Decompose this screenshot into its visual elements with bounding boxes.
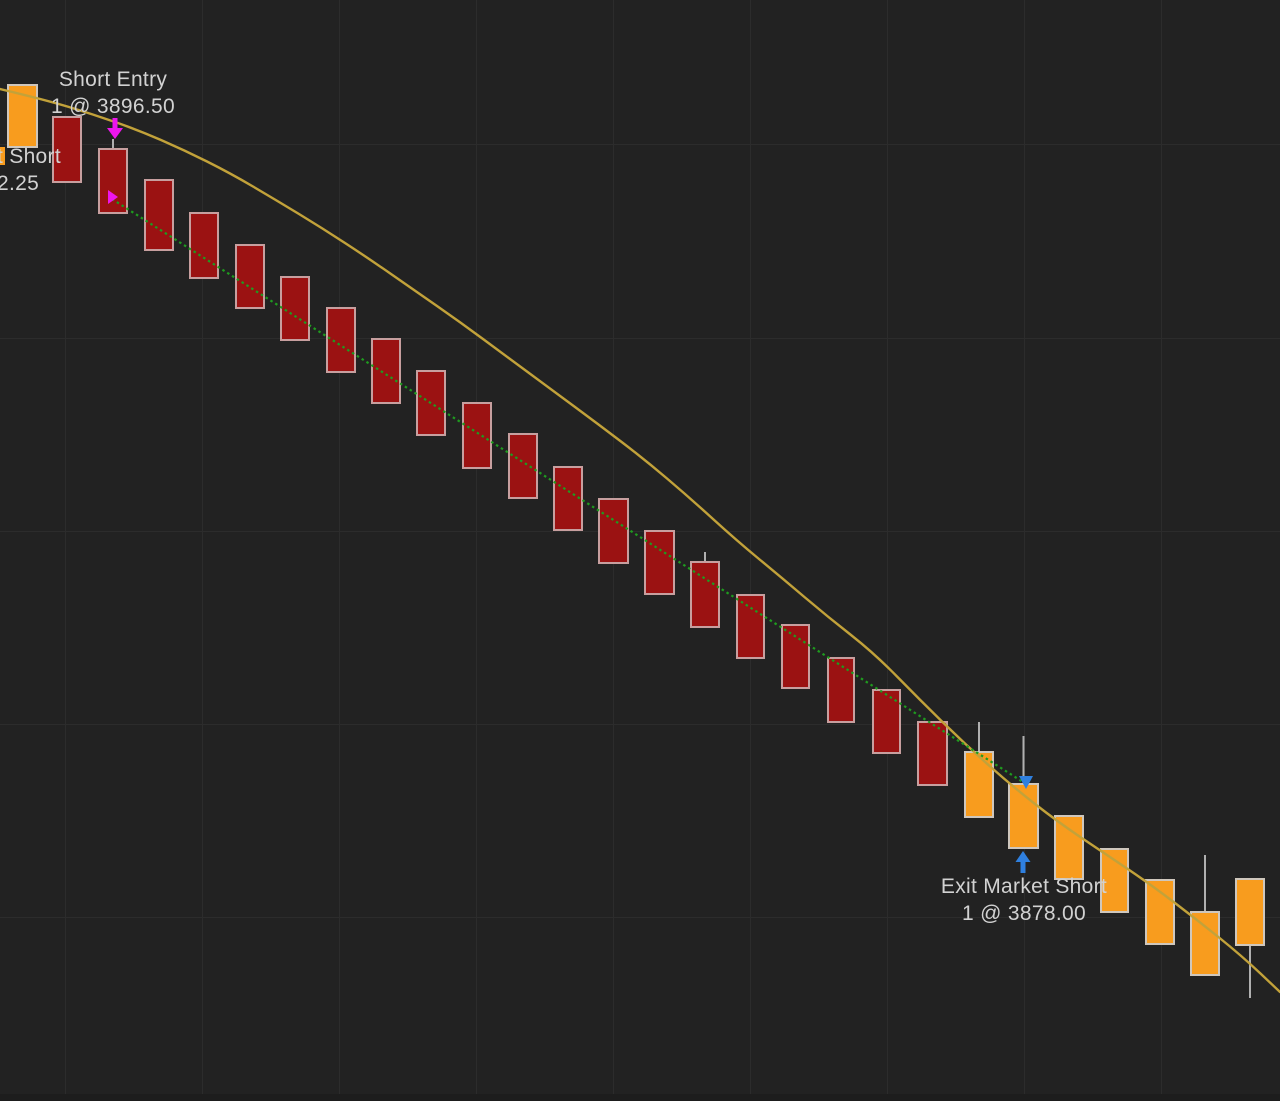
- previous-exit-label-price: 2.25: [0, 172, 40, 195]
- candle-body-up[interactable]: [1145, 879, 1175, 945]
- candle-body-down[interactable]: [371, 338, 401, 404]
- candle-body-down[interactable]: [872, 689, 901, 754]
- chart-bottom-edge: [0, 1094, 1280, 1101]
- candle-body-down[interactable]: [462, 402, 492, 469]
- exit-market-short-label-title: Exit Market Short: [940, 875, 1108, 898]
- candle-body-down[interactable]: [235, 244, 265, 309]
- candle-body-up[interactable]: [1235, 878, 1265, 946]
- candle-body-down[interactable]: [781, 624, 810, 689]
- candle-body-down[interactable]: [189, 212, 219, 279]
- exit-market-short-label: Exit Market Short 1 @ 3878.00: [941, 873, 1107, 927]
- candle-body-down[interactable]: [827, 657, 855, 723]
- candle-body-down[interactable]: [917, 721, 948, 786]
- trade-line[interactable]: [111, 198, 1027, 785]
- exit-fill-icon[interactable]: [1019, 776, 1033, 789]
- candle-body-up[interactable]: [964, 751, 994, 818]
- candle-body-down[interactable]: [508, 433, 538, 499]
- candle-body-down[interactable]: [280, 276, 310, 341]
- candle-body-up[interactable]: [1190, 911, 1220, 976]
- candle-body-down[interactable]: [326, 307, 356, 373]
- short-entry-fill-icon[interactable]: [108, 190, 118, 204]
- exit-market-arrow-icon[interactable]: [1020, 862, 1026, 873]
- short-entry-arrow-icon[interactable]: [107, 128, 123, 139]
- candle-body-down[interactable]: [52, 116, 82, 183]
- exit-market-short-label-price: 1 @ 3878.00: [962, 902, 1086, 925]
- exit-market-arrow-icon[interactable]: [1015, 851, 1031, 862]
- candle-body-down[interactable]: [98, 148, 128, 214]
- candle-body-down[interactable]: [553, 466, 583, 531]
- candle-body-up[interactable]: [1054, 815, 1084, 880]
- candle-body-down[interactable]: [144, 179, 174, 251]
- short-entry-label: Short Entry 1 @ 3896.50: [51, 66, 175, 120]
- candle-body-down[interactable]: [690, 561, 720, 628]
- partial-candle-left-edge: [0, 147, 5, 165]
- short-entry-label-title: Short Entry: [58, 68, 168, 91]
- candle-body-down[interactable]: [644, 530, 675, 595]
- previous-exit-label-partial: t Short 2.25: [0, 143, 61, 197]
- candle-body-down[interactable]: [598, 498, 629, 564]
- candle-body-down[interactable]: [736, 594, 765, 659]
- short-entry-arrow-icon[interactable]: [112, 118, 118, 128]
- short-entry-label-price: 1 @ 3896.50: [51, 95, 175, 118]
- moving-average-line[interactable]: [0, 87, 1280, 994]
- previous-exit-label-title: t Short: [0, 145, 61, 168]
